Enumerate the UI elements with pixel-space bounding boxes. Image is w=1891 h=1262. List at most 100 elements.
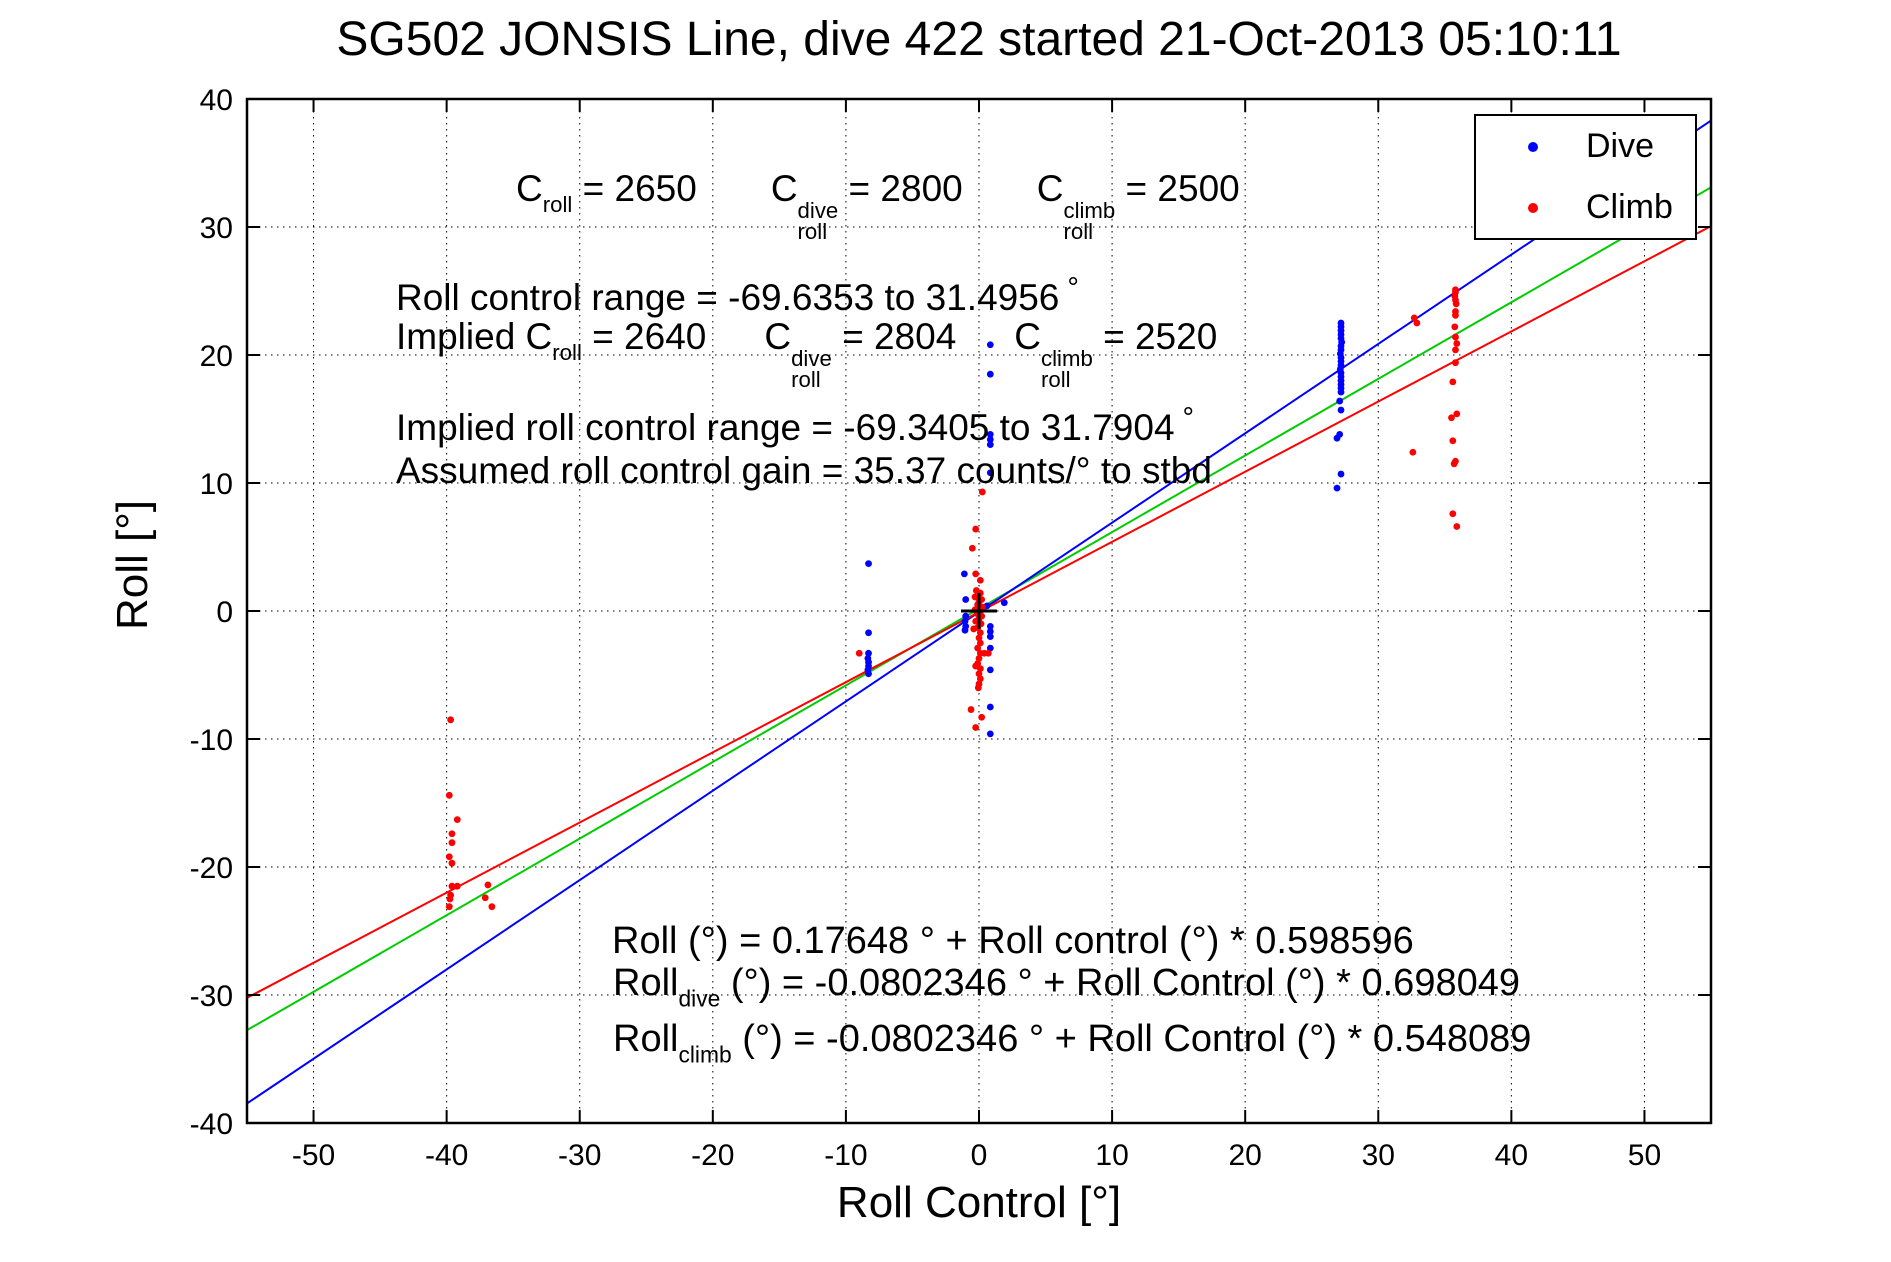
point-climb [1413, 319, 1421, 327]
point-dive [961, 617, 969, 625]
point-climb [453, 882, 461, 890]
point-climb [978, 713, 986, 721]
point-dive [1337, 406, 1345, 414]
point-climb [980, 649, 988, 657]
point-climb [855, 649, 863, 657]
point-climb [1452, 300, 1460, 308]
point-climb [447, 716, 455, 724]
y-tick-label: 0 [216, 596, 233, 629]
point-climb [1452, 359, 1459, 367]
legend: Dive Climb [1474, 114, 1697, 240]
point-climb [445, 853, 453, 861]
point-climb [1449, 378, 1457, 386]
y-tick-label: -30 [190, 980, 233, 1013]
point-climb [1453, 410, 1461, 418]
point-dive [986, 666, 994, 674]
y-tick-label: -40 [190, 1108, 233, 1141]
point-climb [448, 882, 456, 890]
point-dive [865, 560, 872, 568]
x-tick-label: 30 [1362, 1139, 1395, 1172]
point-climb [1410, 314, 1418, 322]
point-dive [1336, 397, 1344, 405]
annotation-gain: Assumed roll control gain = 35.37 counts… [396, 450, 1212, 491]
y-tick-label: 20 [200, 340, 233, 373]
point-dive [1337, 388, 1345, 396]
point-climb [968, 544, 976, 552]
point-climb [446, 895, 454, 903]
x-tick-label: -10 [824, 1139, 867, 1172]
point-climb [448, 830, 456, 838]
x-tick-label: -50 [292, 1139, 335, 1172]
point-climb [974, 644, 982, 652]
x-tick-label: 20 [1228, 1139, 1261, 1172]
point-climb [967, 706, 975, 713]
point-dive [962, 596, 970, 603]
annotation-roll-range: Roll control range = -69.6353 to 31.4956… [396, 272, 1079, 318]
point-climb [481, 894, 489, 902]
point-climb [972, 724, 980, 731]
annotation-implied-range: Implied roll control range = -69.3405 to… [396, 402, 1195, 448]
point-climb [976, 639, 984, 647]
x-tick-label: 40 [1495, 1139, 1528, 1172]
point-climb [978, 488, 986, 496]
point-climb [1452, 346, 1459, 354]
point-dive [986, 628, 994, 635]
legend-item-climb: Climb [1476, 188, 1695, 227]
x-tick-label: -40 [425, 1139, 468, 1172]
y-axis-label: Roll [°] [108, 499, 157, 631]
point-dive [986, 469, 994, 477]
y-tick-label: 30 [200, 212, 233, 245]
point-dive [960, 570, 968, 578]
point-climb [1452, 333, 1459, 341]
point-dive [1337, 470, 1345, 478]
point-dive [865, 629, 872, 637]
x-tick-label: -30 [558, 1139, 601, 1172]
chart-title: SG502 JONSIS Line, dive 422 started 21-O… [336, 13, 1622, 66]
x-axis-label: Roll Control [°] [836, 1178, 1122, 1227]
point-dive [962, 612, 970, 620]
point-climb [1453, 523, 1461, 530]
x-tick-label: 10 [1095, 1139, 1128, 1172]
point-dive [865, 649, 872, 657]
point-climb [974, 684, 982, 692]
y-tick-label: -10 [190, 724, 233, 757]
y-tick-label: 10 [200, 468, 233, 501]
point-climb [1453, 340, 1461, 347]
point-dive [986, 370, 994, 378]
point-dive [986, 703, 994, 711]
point-dive [986, 436, 994, 443]
point-climb [448, 839, 456, 847]
point-climb [1449, 510, 1457, 518]
point-climb [976, 665, 984, 672]
point-climb [975, 654, 983, 662]
y-tick-label: 40 [200, 84, 233, 117]
point-dive [1000, 599, 1008, 607]
point-climb [1452, 311, 1459, 319]
point-climb [975, 634, 983, 642]
point-climb [484, 881, 492, 889]
y-tick-label: -20 [190, 852, 233, 885]
point-dive [986, 430, 994, 438]
point-climb [976, 629, 984, 637]
point-dive [986, 441, 994, 448]
point-climb [976, 675, 984, 683]
point-dive [1333, 434, 1341, 442]
point-climb [1449, 437, 1457, 445]
point-climb [975, 670, 983, 678]
point-dive [1333, 484, 1341, 492]
point-dive [986, 644, 994, 652]
point-climb [971, 593, 979, 601]
point-climb [453, 816, 461, 824]
point-climb [970, 625, 978, 633]
x-tick-label: 50 [1628, 1139, 1661, 1172]
point-dive [986, 341, 994, 349]
legend-label-dive: Dive [1586, 127, 1655, 165]
point-climb [445, 791, 453, 799]
point-climb [448, 859, 456, 867]
point-climb [1451, 323, 1459, 331]
point-climb [1448, 414, 1455, 422]
